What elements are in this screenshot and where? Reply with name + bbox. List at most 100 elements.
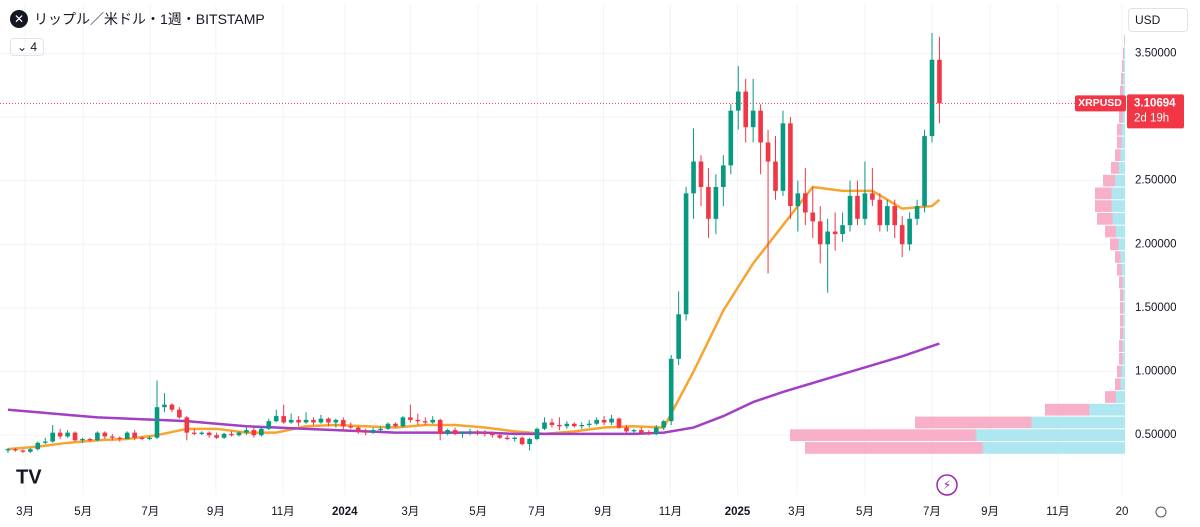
event-icon-glyph: ⚡ xyxy=(943,478,951,492)
price-badge xyxy=(1127,94,1184,129)
candle-body xyxy=(497,435,503,438)
tv-logo: TV xyxy=(16,466,42,488)
candle-body xyxy=(892,206,898,226)
x-tick-label: 5月 xyxy=(856,506,874,518)
candle-body xyxy=(616,418,622,428)
volume-profile-bar xyxy=(1105,391,1125,403)
candle-body xyxy=(109,436,115,438)
candle-body xyxy=(333,419,339,423)
x-tick-label: 11月 xyxy=(1046,506,1069,518)
symbol-icon: ✕ xyxy=(10,10,28,28)
y-tick-label: 2.50000 xyxy=(1135,175,1177,187)
x-tick-label: 9月 xyxy=(981,506,999,518)
currency-select[interactable]: USD xyxy=(1128,8,1188,32)
candle-body xyxy=(117,437,123,439)
candle-body xyxy=(847,195,853,226)
candle-body xyxy=(422,421,428,423)
candle-body xyxy=(855,195,860,219)
candle-body xyxy=(460,432,465,434)
candle-body xyxy=(817,221,823,245)
candle-body xyxy=(340,419,346,427)
indicators-toggle[interactable]: ⌄ 4 xyxy=(10,38,45,56)
y-tick-label: 1.50000 xyxy=(1135,302,1177,314)
symbol-label: XRPUSD xyxy=(1078,97,1122,109)
candle-body xyxy=(646,432,652,434)
candle-body xyxy=(639,430,644,433)
candle-body xyxy=(393,423,398,427)
candle-body xyxy=(907,218,912,245)
x-tick-label: 3月 xyxy=(16,506,34,518)
volume-profile-bar xyxy=(1123,47,1125,60)
volume-profile-bar xyxy=(1117,123,1125,136)
candle-body xyxy=(259,428,264,436)
last-price-label: 3.10694 xyxy=(1134,97,1176,109)
candle-body xyxy=(13,449,18,451)
candle-body xyxy=(721,165,726,187)
volume-profile-bar xyxy=(1115,378,1125,391)
title: リップル／米ドル・1週・BITSTAMP xyxy=(34,11,265,27)
volume-profile-bar xyxy=(1120,327,1125,340)
candle-body xyxy=(482,432,488,434)
candle-body xyxy=(154,407,160,438)
candle-body xyxy=(318,418,324,423)
candle-body xyxy=(20,450,26,452)
x-tick-label: 5月 xyxy=(469,506,487,518)
volume-profile-bar xyxy=(805,442,1125,454)
candle-body xyxy=(177,409,182,418)
candle-body xyxy=(534,428,540,439)
candle-body xyxy=(557,425,562,427)
candle-body xyxy=(490,433,495,436)
candle-body xyxy=(862,193,868,219)
candle-body xyxy=(788,123,793,207)
candle-body xyxy=(437,419,443,434)
y-tick-label: 3.50000 xyxy=(1135,47,1177,59)
candle-body xyxy=(899,225,905,245)
settings-icon[interactable] xyxy=(1155,506,1167,518)
candle-body xyxy=(363,431,368,433)
candle-body xyxy=(102,432,108,437)
candle-body xyxy=(311,419,316,423)
candle-body xyxy=(5,449,11,451)
candle-body xyxy=(281,416,287,423)
candle-body xyxy=(803,193,808,213)
candle-body xyxy=(50,432,55,442)
candle-body xyxy=(780,123,786,191)
candle-body xyxy=(877,199,883,226)
moving-average xyxy=(7,342,940,436)
candle-body xyxy=(475,431,480,433)
candle-body xyxy=(884,206,890,226)
candle-body xyxy=(624,427,629,432)
candle-body xyxy=(72,432,78,441)
candle-body xyxy=(199,432,205,434)
volume-profile-bar xyxy=(1121,72,1125,85)
volume-profile-bar xyxy=(1122,60,1125,72)
candle-body xyxy=(713,187,719,219)
indicator-count: 4 xyxy=(30,40,38,54)
candle-body xyxy=(676,314,681,359)
candle-body xyxy=(430,419,436,423)
candle-body xyxy=(408,417,413,420)
candle-body xyxy=(527,439,532,445)
y-tick-label: 1.00000 xyxy=(1135,366,1177,378)
volume-profile-bar xyxy=(1103,174,1125,187)
candle-body xyxy=(870,193,875,200)
event-icon[interactable] xyxy=(936,474,958,496)
candle-body xyxy=(296,419,301,423)
candle-body xyxy=(728,110,734,166)
candle-body xyxy=(251,430,257,436)
x-tick-label: 3月 xyxy=(401,506,419,518)
candle-body xyxy=(504,437,510,439)
volume-profile-bar xyxy=(1124,34,1125,47)
y-tick-label: 2.00000 xyxy=(1135,238,1177,250)
candle-body xyxy=(184,417,190,433)
candle-body xyxy=(162,404,167,408)
candle-body xyxy=(750,110,756,128)
volume-profile-bar xyxy=(1097,212,1125,225)
candle-body xyxy=(65,432,70,437)
candle-body xyxy=(832,231,838,235)
volume-profile-bar xyxy=(1120,85,1125,98)
volume-profile-bar xyxy=(1117,263,1125,276)
candle-body xyxy=(586,423,592,425)
candle-body xyxy=(773,161,778,191)
volume-profile-bar xyxy=(1117,365,1125,378)
